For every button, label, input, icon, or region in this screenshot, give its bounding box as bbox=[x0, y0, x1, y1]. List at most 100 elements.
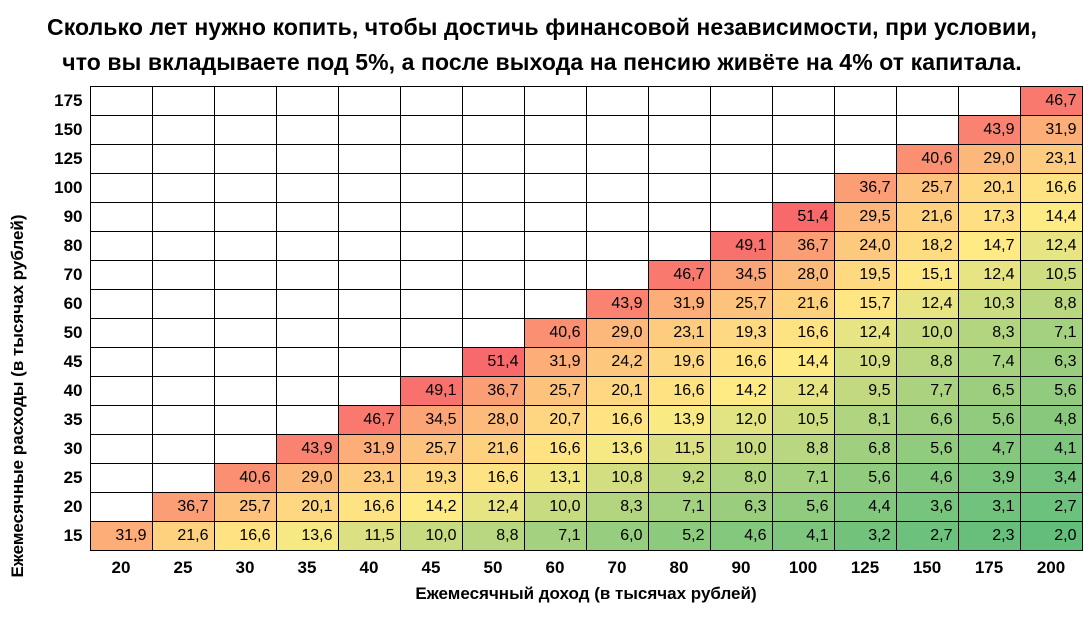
row-label: 70 bbox=[63, 265, 83, 284]
empty-cell bbox=[337, 202, 401, 232]
heatmap-cell: 5,2 bbox=[647, 521, 711, 551]
heatmap-cell: 7,1 bbox=[771, 463, 835, 493]
heatmap-cell: 2,7 bbox=[895, 521, 959, 551]
empty-cell bbox=[709, 115, 773, 145]
heatmap-row: 80 49,1 36,7 24,0 18,2 14,7 12,4 bbox=[34, 231, 1083, 261]
heatmap-cell: 12,4 bbox=[771, 376, 835, 406]
col-label: 125 bbox=[850, 557, 880, 577]
empty-cell bbox=[461, 231, 525, 261]
heatmap-cell: 40,6 bbox=[213, 463, 277, 493]
empty-cell bbox=[399, 347, 463, 377]
empty-cell bbox=[647, 86, 711, 116]
heatmap-cell: 24,0 bbox=[833, 231, 897, 261]
empty-cell bbox=[89, 376, 153, 406]
heatmap-cell: 4,6 bbox=[895, 463, 959, 493]
empty-cell bbox=[399, 202, 463, 232]
heatmap-row: 25 40,6 29,0 23,1 19,3 16,6 13,1 10,8 9,2 8,0 7,1 5… bbox=[34, 463, 1083, 493]
heatmap-cell: 21,6 bbox=[895, 202, 959, 232]
heatmap-cell: 3,4 bbox=[1019, 463, 1083, 493]
col-label: 70 bbox=[607, 557, 627, 577]
heatmap-cell: 17,3 bbox=[957, 202, 1021, 232]
heatmap-cell: 36,7 bbox=[151, 492, 215, 522]
heatmap-row: 15 31,9 21,6 16,6 13,6 11,5 10,0 8,8 7,1 6,0 5,2 4,… bbox=[34, 521, 1083, 551]
heatmap-cell: 49,1 bbox=[709, 231, 773, 261]
heatmap-cell: 8,1 bbox=[833, 405, 897, 435]
empty-cell bbox=[275, 347, 339, 377]
empty-cell bbox=[337, 289, 401, 319]
empty-cell bbox=[399, 289, 463, 319]
empty-cell bbox=[213, 86, 277, 116]
empty-cell bbox=[337, 144, 401, 174]
empty-cell bbox=[523, 202, 587, 232]
col-label: 175 bbox=[974, 557, 1004, 577]
empty-cell bbox=[957, 86, 1021, 116]
heatmap-cell: 4,7 bbox=[957, 434, 1021, 464]
empty-cell bbox=[523, 231, 587, 261]
empty-cell bbox=[89, 173, 153, 203]
empty-cell bbox=[213, 173, 277, 203]
heatmap-cell: 8,8 bbox=[1019, 289, 1083, 319]
heatmap-cell: 43,9 bbox=[585, 289, 649, 319]
heatmap-cell: 31,9 bbox=[337, 434, 401, 464]
col-label: 200 bbox=[1036, 557, 1066, 577]
empty-cell bbox=[275, 202, 339, 232]
heatmap-cell: 9,5 bbox=[833, 376, 897, 406]
row-label: 20 bbox=[63, 497, 83, 516]
empty-cell bbox=[151, 260, 215, 290]
empty-cell bbox=[771, 144, 835, 174]
heatmap-cell: 3,2 bbox=[833, 521, 897, 551]
heatmap-cell: 13,9 bbox=[647, 405, 711, 435]
empty-cell bbox=[213, 376, 277, 406]
empty-cell bbox=[833, 115, 897, 145]
empty-cell bbox=[647, 115, 711, 145]
empty-cell bbox=[89, 405, 153, 435]
heatmap-cell: 6,5 bbox=[957, 376, 1021, 406]
empty-cell bbox=[399, 86, 463, 116]
chart-title-line2: что вы вкладываете под 5%, а после выход… bbox=[62, 49, 1022, 75]
heatmap-cell: 19,6 bbox=[647, 347, 711, 377]
heatmap-cell: 25,7 bbox=[709, 289, 773, 319]
empty-cell bbox=[151, 86, 215, 116]
empty-cell bbox=[89, 86, 153, 116]
empty-cell bbox=[461, 173, 525, 203]
heatmap-cell: 14,4 bbox=[771, 347, 835, 377]
empty-cell bbox=[585, 144, 649, 174]
heatmap-cell: 12,4 bbox=[895, 289, 959, 319]
empty-cell bbox=[151, 434, 215, 464]
heatmap-cell: 43,9 bbox=[957, 115, 1021, 145]
heatmap-row: 35 46,7 34,5 28,0 20,7 16,6 13,9 12,0 10,5 8,1 6,6… bbox=[34, 405, 1083, 435]
heatmap-cell: 3,6 bbox=[895, 492, 959, 522]
empty-cell bbox=[275, 144, 339, 174]
empty-cell bbox=[399, 260, 463, 290]
heatmap-cell: 15,1 bbox=[895, 260, 959, 290]
empty-cell bbox=[151, 231, 215, 261]
x-axis-tick-row: 20 25 30 35 40 45 50 60 70 80 90 100 125 150 175 200 bbox=[34, 551, 1082, 583]
empty-cell bbox=[275, 115, 339, 145]
heatmap-cell: 7,4 bbox=[957, 347, 1021, 377]
heatmap-cell: 16,6 bbox=[461, 463, 525, 493]
empty-cell bbox=[89, 115, 153, 145]
empty-cell bbox=[523, 260, 587, 290]
heatmap-cell: 19,5 bbox=[833, 260, 897, 290]
heatmap-cell: 29,0 bbox=[585, 318, 649, 348]
empty-cell bbox=[213, 231, 277, 261]
heatmap-cell: 8,8 bbox=[771, 434, 835, 464]
col-label: 90 bbox=[731, 557, 751, 577]
heatmap-cell: 21,6 bbox=[771, 289, 835, 319]
heatmap-cell: 16,6 bbox=[709, 347, 773, 377]
empty-cell bbox=[833, 86, 897, 116]
empty-cell bbox=[213, 318, 277, 348]
heatmap-cell: 8,3 bbox=[957, 318, 1021, 348]
heatmap-cell: 7,1 bbox=[647, 492, 711, 522]
heatmap-cell: 2,0 bbox=[1019, 521, 1083, 551]
heatmap-cell: 8,8 bbox=[461, 521, 525, 551]
empty-cell bbox=[461, 115, 525, 145]
heatmap-cell: 20,1 bbox=[957, 173, 1021, 203]
heatmap-cell: 10,0 bbox=[523, 492, 587, 522]
empty-cell bbox=[833, 144, 897, 174]
empty-cell bbox=[275, 173, 339, 203]
empty-cell bbox=[523, 144, 587, 174]
heatmap-cell: 19,3 bbox=[399, 463, 463, 493]
heatmap-cell: 46,7 bbox=[647, 260, 711, 290]
empty-cell bbox=[213, 144, 277, 174]
